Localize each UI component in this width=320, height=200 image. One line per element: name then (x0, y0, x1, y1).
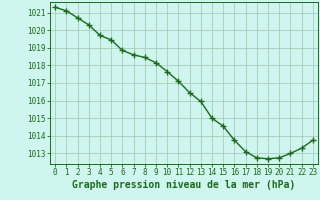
X-axis label: Graphe pression niveau de la mer (hPa): Graphe pression niveau de la mer (hPa) (72, 180, 296, 190)
